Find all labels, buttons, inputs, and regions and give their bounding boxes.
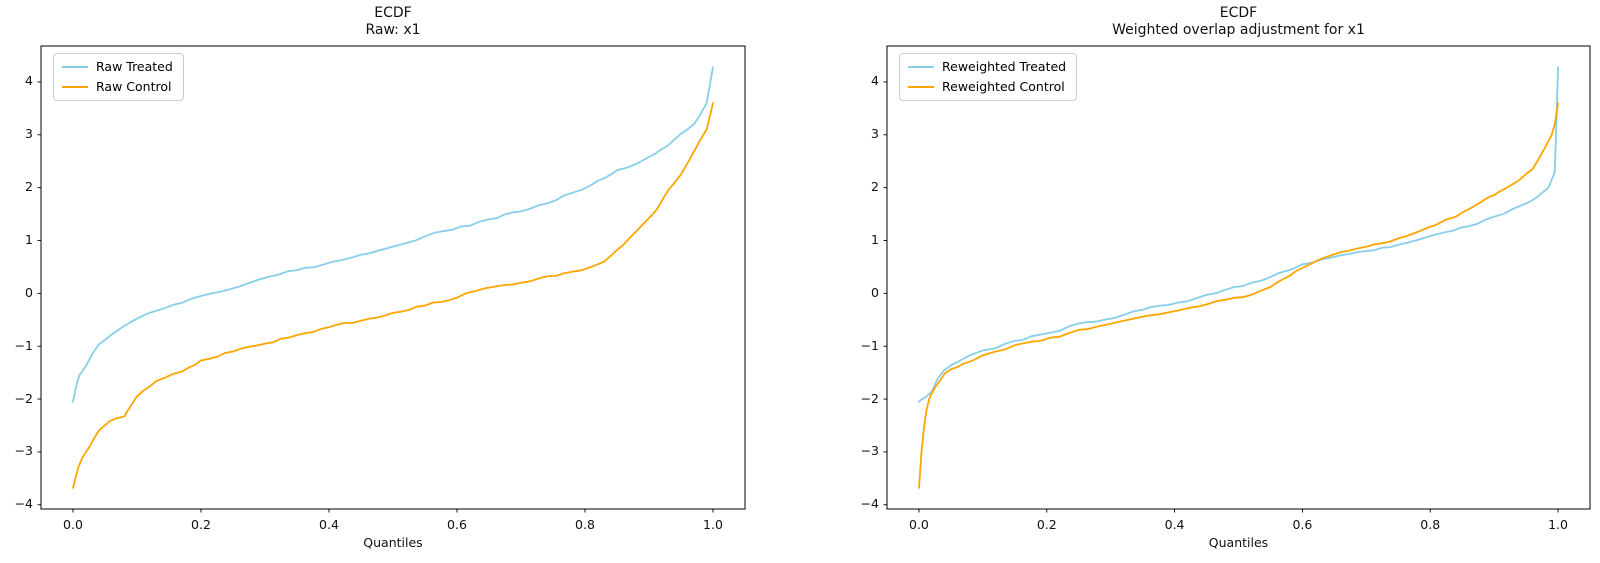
legend: Raw Treated Raw Control — [53, 53, 184, 101]
x-tick-label: 0.2 — [191, 517, 211, 532]
axes-border — [40, 45, 746, 510]
y-tick-label: −3 — [860, 443, 879, 459]
x-tick-label: 1.0 — [703, 517, 723, 532]
series-line-reweighted-treated — [918, 66, 1559, 403]
legend-entry-reweighted-control: Reweighted Control — [908, 79, 1066, 95]
x-tick-label: 0.8 — [1420, 517, 1441, 532]
legend-label: Raw Control — [96, 79, 172, 94]
plot-title-line2: Raw: x1 — [365, 22, 421, 38]
y-tick-label: −1 — [860, 337, 879, 353]
x-tick-label: 0.6 — [1292, 517, 1313, 532]
series-line-raw-control — [72, 102, 714, 489]
x-tick-label: 0.8 — [575, 517, 595, 532]
y-tick-label: 2 — [25, 179, 33, 195]
series-line-reweighted-control — [918, 102, 1559, 489]
legend-label: Raw Treated — [96, 59, 173, 74]
x-tick-label: 0.0 — [909, 517, 929, 532]
plot-title: ECDF Weighted overlap adjustment for x1 — [939, 5, 1539, 39]
x-tick-label: 0.6 — [447, 517, 467, 532]
y-tick-label: −2 — [860, 390, 879, 406]
x-axis-label: Quantiles — [363, 535, 423, 550]
y-tick-label: −3 — [14, 443, 33, 459]
x-tick-label: 0.4 — [319, 517, 339, 532]
y-tick-label: 1 — [871, 232, 879, 247]
legend-entry-raw-control: Raw Control — [62, 79, 173, 95]
x-tick-label: 0.0 — [63, 517, 83, 532]
legend-line-swatch — [62, 66, 88, 68]
legend-line-swatch — [908, 66, 934, 68]
y-tick-label: 3 — [25, 126, 33, 142]
plot-title-line2: Weighted overlap adjustment for x1 — [1112, 22, 1365, 38]
y-tick-label: −4 — [14, 496, 33, 512]
legend-line-swatch — [62, 86, 88, 88]
y-tick-label: 0 — [25, 284, 33, 300]
x-tick-label: 1.0 — [1548, 517, 1568, 532]
legend-entry-reweighted-treated: Reweighted Treated — [908, 59, 1066, 75]
y-tick-label: 2 — [871, 179, 879, 195]
y-tick-label: 4 — [871, 73, 879, 89]
y-tick-label: −4 — [860, 496, 879, 512]
legend: Reweighted Treated Reweighted Control — [899, 53, 1078, 101]
plot-title: ECDF Raw: x1 — [93, 5, 693, 39]
x-tick-label: 0.4 — [1164, 517, 1185, 532]
legend-label: Reweighted Control — [942, 79, 1065, 94]
y-tick-label: 4 — [25, 73, 33, 89]
legend-line-swatch — [908, 86, 934, 88]
axes-border — [886, 45, 1591, 510]
y-tick-label: 1 — [25, 232, 33, 247]
y-tick-label: 0 — [871, 284, 879, 300]
series-line-raw-treated — [72, 66, 714, 403]
plot-title-line1: ECDF — [1219, 5, 1258, 21]
y-tick-label: −2 — [14, 390, 33, 406]
x-axis-label: Quantiles — [1208, 535, 1269, 550]
legend-entry-raw-treated: Raw Treated — [62, 59, 173, 75]
x-tick-label: 0.2 — [1036, 517, 1057, 532]
plot-title-line1: ECDF — [374, 5, 412, 21]
y-tick-label: −1 — [14, 337, 33, 353]
legend-label: Reweighted Treated — [942, 59, 1067, 74]
y-tick-label: 3 — [871, 126, 879, 142]
